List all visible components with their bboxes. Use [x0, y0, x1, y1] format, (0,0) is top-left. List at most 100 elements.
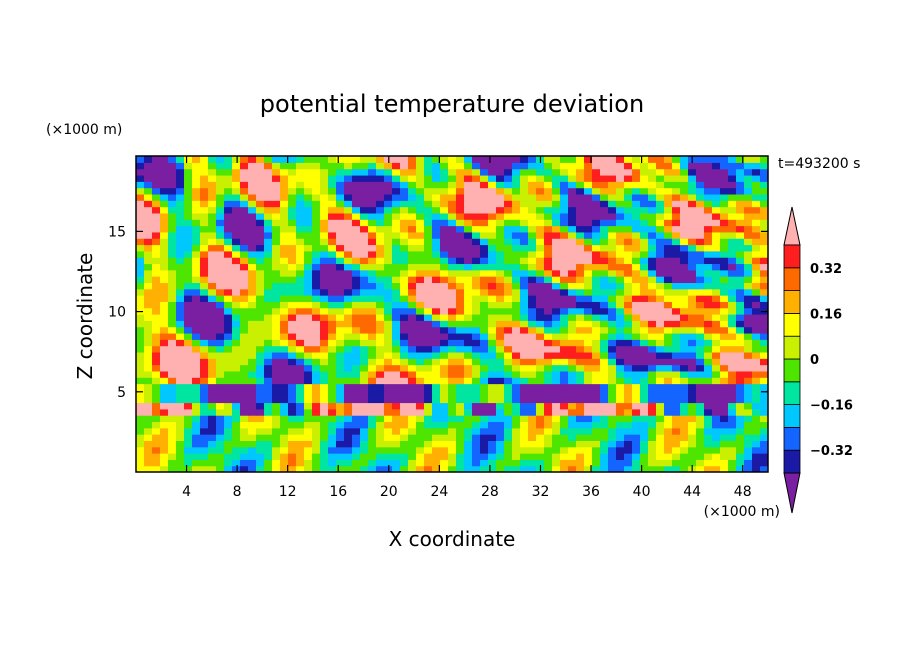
- field-cell: [560, 219, 569, 227]
- field-cell: [608, 383, 617, 391]
- field-cell: [400, 282, 409, 290]
- field-cell: [184, 465, 193, 472]
- field-cell: [328, 288, 337, 296]
- field-cell: [264, 326, 273, 334]
- field-cell: [504, 295, 513, 302]
- field-cell: [248, 383, 257, 391]
- field-cell: [600, 187, 609, 195]
- field-cell: [408, 465, 417, 472]
- field-cell: [208, 238, 217, 246]
- field-cell: [752, 465, 761, 472]
- field-cell: [728, 465, 737, 472]
- field-cell: [528, 396, 537, 404]
- field-cell: [520, 383, 529, 391]
- field-cell: [680, 282, 689, 290]
- field-cell: [464, 295, 473, 302]
- field-cell: [424, 465, 433, 472]
- field-cell: [488, 168, 497, 176]
- field-cell: [360, 358, 369, 366]
- field-cell: [608, 326, 617, 334]
- field-cell: [192, 446, 201, 454]
- field-cell: [312, 453, 321, 460]
- field-cell: [560, 250, 569, 258]
- field-cell: [568, 434, 577, 441]
- field-cell: [304, 370, 313, 378]
- field-cell: [376, 282, 385, 290]
- field-cell: [320, 408, 329, 416]
- field-cell: [176, 358, 185, 366]
- field-cell: [696, 263, 705, 271]
- field-cell: [272, 459, 281, 467]
- field-cell: [216, 408, 225, 416]
- field-cell: [600, 276, 609, 283]
- field-cell: [448, 440, 457, 448]
- field-cell: [416, 440, 425, 448]
- field-cell: [744, 440, 753, 448]
- field-cell: [576, 162, 585, 170]
- field-cell: [432, 156, 441, 163]
- field-cell: [520, 332, 529, 340]
- field-cell: [728, 364, 737, 372]
- field-cell: [176, 238, 185, 246]
- field-cell: [728, 326, 737, 334]
- field-cell: [512, 162, 521, 170]
- field-cell: [704, 402, 713, 410]
- field-cell: [208, 465, 217, 472]
- field-cell: [624, 402, 633, 410]
- field-cell: [752, 244, 761, 252]
- field-cell: [360, 320, 369, 328]
- field-cell: [360, 269, 369, 277]
- field-cell: [448, 295, 457, 302]
- field-cell: [496, 269, 505, 277]
- field-cell: [184, 200, 193, 208]
- field-cell: [544, 364, 553, 372]
- field-cell: [448, 434, 457, 441]
- field-cell: [208, 219, 217, 227]
- field-cell: [704, 389, 713, 397]
- field-cell: [440, 345, 449, 353]
- field-cell: [248, 326, 257, 334]
- field-cell: [528, 459, 537, 467]
- field-cell: [440, 358, 449, 366]
- field-cell: [536, 225, 545, 233]
- field-cell: [160, 250, 169, 258]
- field-cell: [296, 389, 305, 397]
- field-cell: [296, 244, 305, 252]
- field-cell: [368, 339, 377, 347]
- field-cell: [416, 162, 425, 170]
- field-cell: [672, 453, 681, 460]
- colorbar-max-arrow: [783, 206, 801, 246]
- field-cell: [696, 459, 705, 467]
- field-cell: [144, 187, 153, 195]
- field-cell: [232, 377, 241, 385]
- field-cell: [632, 295, 641, 302]
- field-cell: [376, 408, 385, 416]
- field-cell: [512, 168, 521, 176]
- field-cell: [584, 339, 593, 347]
- field-cell: [584, 276, 593, 283]
- field-cell: [656, 187, 665, 195]
- field-cell: [680, 231, 689, 239]
- field-cell: [344, 288, 353, 296]
- field-cell: [328, 314, 337, 321]
- field-cell: [592, 225, 601, 233]
- field-cell: [744, 187, 753, 195]
- field-cell: [352, 440, 361, 448]
- field-cell: [144, 345, 153, 353]
- field-cell: [288, 383, 297, 391]
- field-cell: [328, 162, 337, 170]
- field-cell: [448, 446, 457, 454]
- field-cell: [720, 320, 729, 328]
- field-cell: [168, 389, 177, 397]
- field-cell: [432, 377, 441, 385]
- field-cell: [208, 181, 217, 189]
- field-cell: [656, 212, 665, 220]
- field-cell: [488, 402, 497, 410]
- field-cell: [368, 408, 377, 416]
- field-cell: [424, 282, 433, 290]
- field-cell: [184, 434, 193, 441]
- field-cell: [424, 320, 433, 328]
- field-cell: [320, 288, 329, 296]
- field-cell: [216, 440, 225, 448]
- field-cell: [656, 206, 665, 214]
